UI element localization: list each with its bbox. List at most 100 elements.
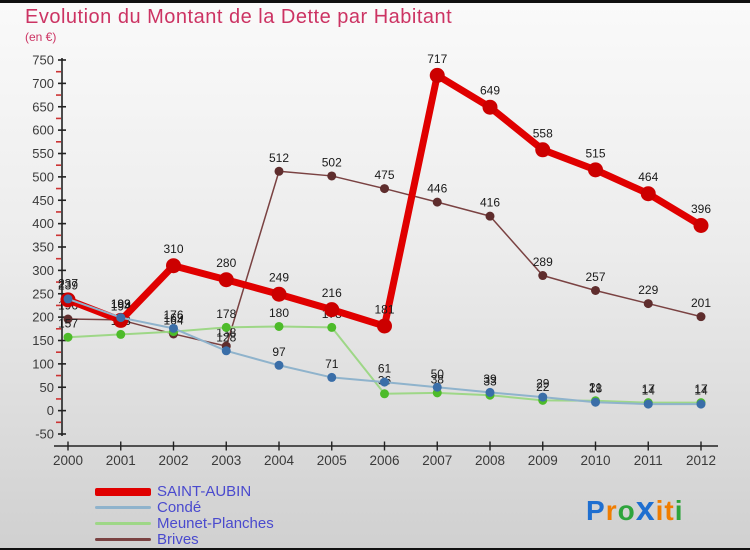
data-point <box>591 397 600 407</box>
data-point <box>588 162 603 178</box>
data-point <box>696 399 706 409</box>
legend-swatch <box>95 538 151 541</box>
y-tick-label: 600 <box>32 123 54 138</box>
logo-letter: x <box>635 490 656 528</box>
data-label: 138 <box>216 326 236 340</box>
logo-letter: i <box>655 495 665 526</box>
x-tick-label: 2006 <box>369 453 399 468</box>
data-point <box>696 312 706 322</box>
logo-letter: o <box>617 495 636 526</box>
data-point <box>535 142 551 158</box>
data-label: 181 <box>374 303 394 317</box>
data-label: 71 <box>325 357 339 371</box>
data-point <box>380 389 389 399</box>
data-point <box>116 329 126 339</box>
data-point <box>643 399 653 409</box>
logo-letter: r <box>605 495 618 526</box>
data-label: 21 <box>589 380 603 394</box>
data-label: 199 <box>111 297 131 311</box>
data-label: 289 <box>533 255 553 269</box>
data-point <box>274 166 284 176</box>
data-label: 18 <box>589 382 603 396</box>
data-point <box>274 321 284 331</box>
x-tick-label: 2001 <box>106 453 136 468</box>
y-tick-label: 700 <box>32 76 54 91</box>
data-label: 61 <box>378 362 392 376</box>
data-label: 14 <box>642 384 656 398</box>
data-point <box>643 299 653 309</box>
legend-label: Meunet-Planches <box>157 515 274 532</box>
data-label: 237 <box>58 276 78 290</box>
data-point <box>377 318 392 334</box>
y-tick-label: 100 <box>32 356 54 371</box>
chart-legend: SAINT-AUBIN Condé Meunet-Planches Brives <box>95 484 274 548</box>
data-point <box>271 286 287 302</box>
data-point <box>218 272 234 288</box>
data-label: 416 <box>480 196 500 210</box>
legend-swatch <box>95 522 151 525</box>
bottom-border <box>0 548 750 550</box>
data-label: 216 <box>322 286 342 300</box>
data-label: 512 <box>269 151 289 165</box>
data-label: 176 <box>163 308 183 322</box>
series-line-SAINT-AUBIN <box>64 71 705 330</box>
data-label: 446 <box>427 182 447 196</box>
data-label: 180 <box>269 306 289 320</box>
data-point <box>169 323 178 333</box>
data-point <box>63 332 73 342</box>
data-label: 17 <box>642 382 656 396</box>
data-point <box>274 360 284 370</box>
data-label: 14 <box>694 384 708 398</box>
data-label: 33 <box>483 375 497 389</box>
data-point <box>693 217 709 233</box>
legend-item-Condé: Condé <box>95 500 274 515</box>
x-tick-label: 2011 <box>634 453 663 468</box>
data-label: 50 <box>431 367 445 381</box>
data-point <box>116 313 126 323</box>
x-tick-label: 2008 <box>475 453 505 468</box>
legend-item-Meunet-Planches: Meunet-Planches <box>95 516 274 531</box>
data-point <box>221 322 231 332</box>
data-label: 396 <box>691 202 711 216</box>
data-point <box>327 322 337 332</box>
y-tick-label: 150 <box>32 333 54 348</box>
y-tick-label: -50 <box>35 427 54 442</box>
data-label: 39 <box>483 372 497 386</box>
data-label: 515 <box>585 146 605 160</box>
data-label: 239 <box>58 278 78 292</box>
data-label: 280 <box>216 256 236 270</box>
legend-item-Brives: Brives <box>95 532 274 547</box>
data-label: 157 <box>58 317 78 331</box>
y-tick-label: 250 <box>32 286 54 301</box>
proxiti-logo: Proxiti <box>586 490 684 529</box>
data-label: 229 <box>638 283 658 297</box>
x-tick-label: 2010 <box>580 453 610 468</box>
data-label: 464 <box>638 170 658 184</box>
data-label: 201 <box>691 296 711 310</box>
data-label: 193 <box>111 297 131 311</box>
y-tick-label: 50 <box>40 380 54 395</box>
y-tick-label: 550 <box>32 146 54 161</box>
x-tick-label: 2009 <box>528 453 558 468</box>
data-point <box>221 346 231 356</box>
data-label: 310 <box>163 242 183 256</box>
logo-letter: t <box>664 495 675 526</box>
y-tick-label: 300 <box>32 263 54 278</box>
data-label: 178 <box>216 307 236 321</box>
line-chart: -500501001502002503003504004505005506006… <box>32 52 718 468</box>
data-label: 502 <box>322 155 342 169</box>
data-point <box>327 171 337 181</box>
data-point <box>63 294 73 304</box>
y-tick-label: 200 <box>32 310 54 325</box>
legend-label: SAINT-AUBIN <box>157 483 252 500</box>
data-label: 22 <box>536 380 550 394</box>
data-label: 164 <box>163 313 183 327</box>
y-tick-label: 750 <box>32 53 54 68</box>
data-label: 558 <box>533 126 553 140</box>
data-label: 169 <box>163 311 183 325</box>
data-label: 29 <box>536 377 550 391</box>
legend-item-SAINT-AUBIN: SAINT-AUBIN <box>95 484 274 499</box>
y-tick-label: 450 <box>32 193 54 208</box>
chart-subtitle: (en €) <box>25 30 57 44</box>
data-label: 249 <box>269 271 289 285</box>
